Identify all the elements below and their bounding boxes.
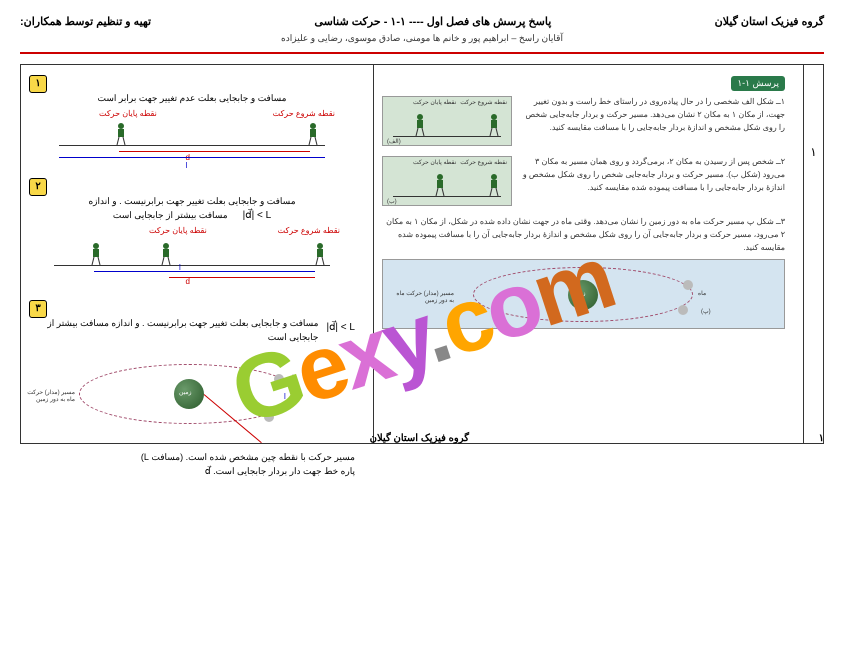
label-end: نقطه پایان حرکت <box>413 99 456 106</box>
question-1-figure: نقطه شروع حرکت نقطه پایان حرکت (الف) <box>382 96 512 146</box>
header-left: تهیه و تنظیم توسط همکاران: <box>20 15 151 28</box>
moon-icon <box>264 412 274 422</box>
header-center: پاسخ پرسش های فصل اول ---- ۱-۱ - حرکت شن… <box>151 15 715 28</box>
divider <box>20 52 824 54</box>
header-right: گروه فیزیک استان گیلان <box>715 15 824 28</box>
walker-icon <box>487 113 501 137</box>
walker-icon <box>306 122 320 146</box>
answer-3-sub: جابجایی است <box>29 332 318 343</box>
question-1-text: ۱ــ شکل الف شخصی را در حال پیاده‌روی در … <box>520 96 785 146</box>
header: گروه فیزیک استان گیلان پاسخ پرسش های فصل… <box>20 15 824 28</box>
answer-3-diagram: d l زمین ماه مسیر (مدار) حرکت ماه به دور… <box>29 354 355 444</box>
walker-icon <box>159 242 173 266</box>
l-line <box>94 271 315 272</box>
formula: |d⃗| < L <box>243 210 272 221</box>
label-alef: (الف) <box>387 138 401 145</box>
content-table: ۱ پرسش ۱-۱ ۱ــ شکل الف شخصی را در حال پی… <box>20 64 824 444</box>
answer-3-line1: مسیر حرکت با نقطه چین مشخص شده است. (مسا… <box>29 452 355 463</box>
question-2-figure: نقطه شروع حرکت نقطه پایان حرکت (ب) <box>382 156 512 206</box>
label-end: نقطه پایان حرکت <box>413 159 456 166</box>
orbit-label: مسیر (مدار) حرکت ماه به دور زمین <box>394 290 454 304</box>
answer-3-line2: پاره خط جهت دار بردار جابجایی است. d⃗ <box>29 466 355 477</box>
answer-2: ۲ مسافت و جابجایی بعلت تغییر جهت برابرنی… <box>29 176 355 286</box>
l-label: l <box>185 161 187 170</box>
moon-icon <box>683 280 693 290</box>
label-start: نقطه شروع حرکت <box>278 226 340 235</box>
walker-icon <box>433 173 447 197</box>
subheader: آقایان راسخ – ابراهیم پور و خانم ها مومن… <box>20 33 824 44</box>
answer-2-title: مسافت و جابجایی بعلت تغییر جهت برابرنیست… <box>29 196 355 207</box>
ground-line <box>393 196 501 197</box>
question-badge: پرسش ۱-۱ <box>731 76 785 91</box>
earth-label: زمین <box>573 290 586 297</box>
label-end: نقطه پایان حرکت <box>149 226 207 235</box>
ground-line <box>59 145 325 146</box>
footer-center: گروه فیزیک استان گیلان <box>370 433 469 444</box>
answer-1-diagram: نقطه شروع حرکت نقطه پایان حرکت d l <box>29 109 355 164</box>
question-2-text: ۲ــ شخص پس از رسیدن به مکان ۲، برمی‌گردد… <box>520 156 785 206</box>
question-2: ۲ــ شخص پس از رسیدن به مکان ۲، برمی‌گردد… <box>382 156 785 206</box>
questions-column: پرسش ۱-۱ ۱ــ شکل الف شخصی را در حال پیاد… <box>373 65 793 443</box>
d-vector <box>119 151 310 152</box>
answers-column: ۱ مسافت و جابجایی بعلت عدم تغییر جهت برا… <box>21 65 363 443</box>
walker-icon <box>114 122 128 146</box>
answer-number-1: ۱ <box>29 75 47 93</box>
label-start: نقطه شروع حرکت <box>273 109 335 118</box>
l-line <box>59 157 325 158</box>
question-3: ۳ــ شکل پ مسیر حرکت ماه به دور زمین را ن… <box>382 216 785 329</box>
ground-line <box>54 265 330 266</box>
page-number: ۱ <box>819 433 824 444</box>
moon-label: ماه <box>289 374 297 381</box>
answer-number-2: ۲ <box>29 178 47 196</box>
footer: ۱ گروه فیزیک استان گیلان <box>20 433 824 444</box>
label-start: نقطه شروع حرکت <box>460 159 507 166</box>
moon-icon <box>274 374 284 384</box>
question-3-text: ۳ــ شکل پ مسیر حرکت ماه به دور زمین را ن… <box>382 216 785 254</box>
answer-number-3: ۳ <box>29 300 47 318</box>
walker-icon <box>313 242 327 266</box>
moon-label: ماه <box>698 290 706 297</box>
answer-3-title: مسافت و جابجایی بعلت تغییر جهت برابرنیست… <box>29 318 318 329</box>
moon-icon <box>678 305 688 315</box>
label-end: نقطه پایان حرکت <box>99 109 157 118</box>
question-3-figure: زمین ماه مسیر (مدار) حرکت ماه به دور زمی… <box>382 259 785 329</box>
d-vector <box>169 277 315 278</box>
answer-2-sub: مسافت بیشتر از جابجایی است <box>113 210 228 221</box>
label-pe: (پ) <box>701 308 711 315</box>
row-number: ۱ <box>803 65 823 443</box>
answer-1: ۱ مسافت و جابجایی بعلت عدم تغییر جهت برا… <box>29 73 355 164</box>
walker-icon <box>89 242 103 266</box>
document-page: گروه فیزیک استان گیلان پاسخ پرسش های فصل… <box>0 0 844 459</box>
ground-line <box>393 136 501 137</box>
label-be: (ب) <box>387 198 397 205</box>
earth-label: زمین <box>179 389 192 396</box>
walker-icon <box>413 113 427 137</box>
answer-1-title: مسافت و جابجایی بعلت عدم تغییر جهت برابر… <box>29 93 355 104</box>
question-1: ۱ــ شکل الف شخصی را در حال پیاده‌روی در … <box>382 96 785 146</box>
orbit-label: مسیر (مدار) حرکت ماه به دور زمین <box>20 389 75 403</box>
label-start: نقطه شروع حرکت <box>460 99 507 106</box>
answer-3: ۳ |d⃗| < L مسافت و جابجایی بعلت تغییر جه… <box>29 298 355 477</box>
walker-icon <box>487 173 501 197</box>
answer-2-diagram: نقطه شروع حرکت نقطه پایان حرکت l <box>29 226 355 286</box>
formula: |d⃗| < L <box>326 322 355 333</box>
